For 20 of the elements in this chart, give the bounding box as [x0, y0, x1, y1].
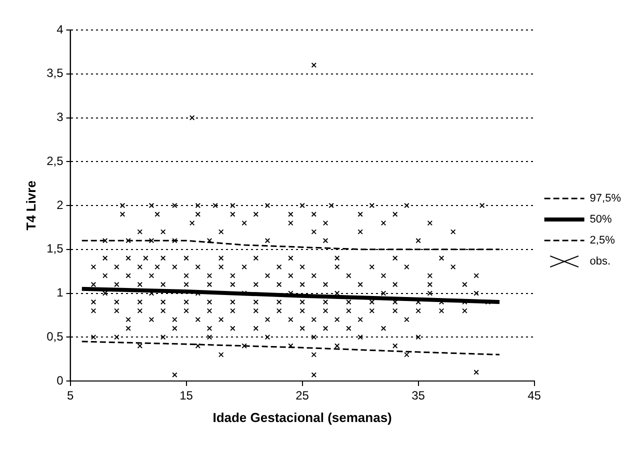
x-tick-label: 35 [412, 388, 426, 403]
x-axis-title: Idade Gestacional (semanas) [212, 410, 392, 425]
y-tick-label: 3 [56, 110, 64, 124]
y-tick-label: 4 [56, 22, 64, 36]
y-tick-label: 0 [56, 373, 64, 388]
legend-label: 2,5% [590, 234, 616, 247]
y-tick-label: 1 [56, 286, 64, 300]
x-tick-label: 45 [528, 388, 542, 403]
y-tick-label: 2,5 [46, 154, 64, 168]
y-tick-label: 2 [56, 198, 64, 212]
y-tick-label: 0,5 [46, 329, 64, 344]
legend-label: 50% [590, 214, 612, 226]
x-tick-label: 5 [66, 388, 74, 403]
y-tick-label: 1,5 [46, 242, 64, 256]
legend-label: 97,5% [590, 192, 622, 205]
y-axis-title: T4 Livre [23, 180, 38, 230]
x-tick-label: 15 [180, 388, 194, 403]
x-tick-label: 25 [296, 388, 310, 403]
legend-label: obs. [590, 256, 611, 268]
y-tick-label: 3,5 [46, 66, 64, 80]
